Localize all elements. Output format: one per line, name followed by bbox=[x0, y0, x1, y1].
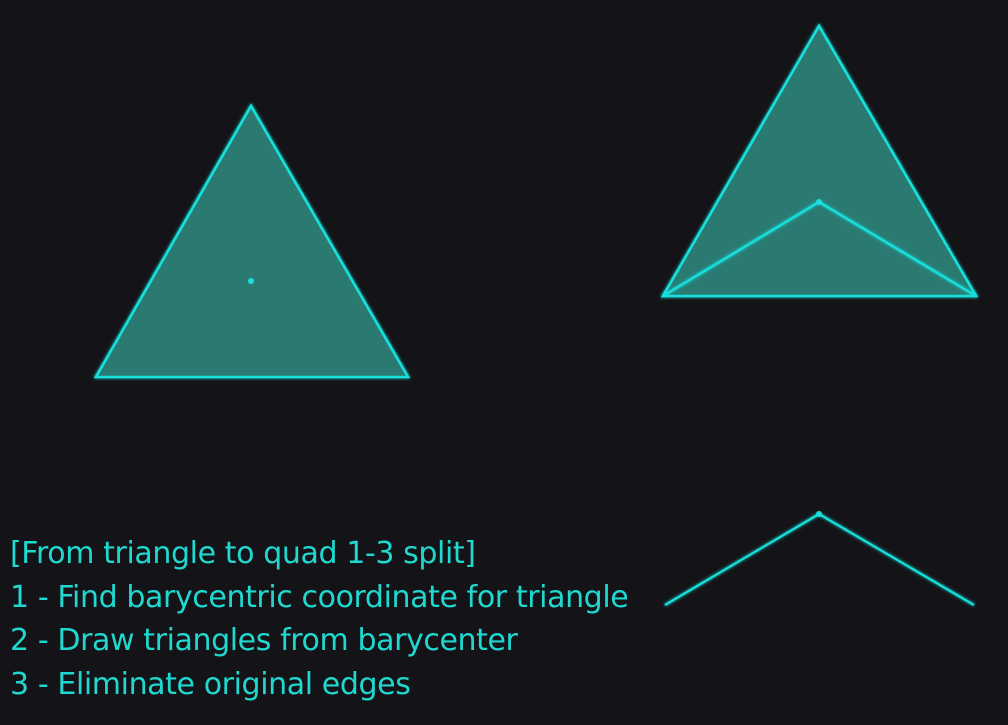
split-triangle-group bbox=[660, 23, 979, 298]
original-triangle bbox=[93, 103, 411, 379]
caption-title: [From triangle to quad 1-3 split] bbox=[10, 536, 476, 571]
split-spoke-left bbox=[662, 200, 820, 298]
caption-text: [From triangle to quad 1-3 split] 1 - Fi… bbox=[10, 532, 629, 706]
barycenter-point bbox=[248, 278, 254, 284]
split-barycenter-point bbox=[816, 199, 822, 205]
original-triangle-group bbox=[93, 103, 411, 379]
caption-step-2: 2 - Draw triangles from barycenter bbox=[10, 623, 518, 658]
result-spokes-group bbox=[664, 342, 975, 606]
split-spoke-right bbox=[818, 200, 977, 298]
result-spoke-right bbox=[818, 513, 975, 606]
caption-step-1: 1 - Find barycentric coordinate for tria… bbox=[10, 579, 629, 615]
result-spoke-left bbox=[664, 513, 820, 606]
caption-step-3: 3 - Eliminate original edges bbox=[10, 666, 411, 702]
result-barycenter-point bbox=[816, 511, 822, 517]
